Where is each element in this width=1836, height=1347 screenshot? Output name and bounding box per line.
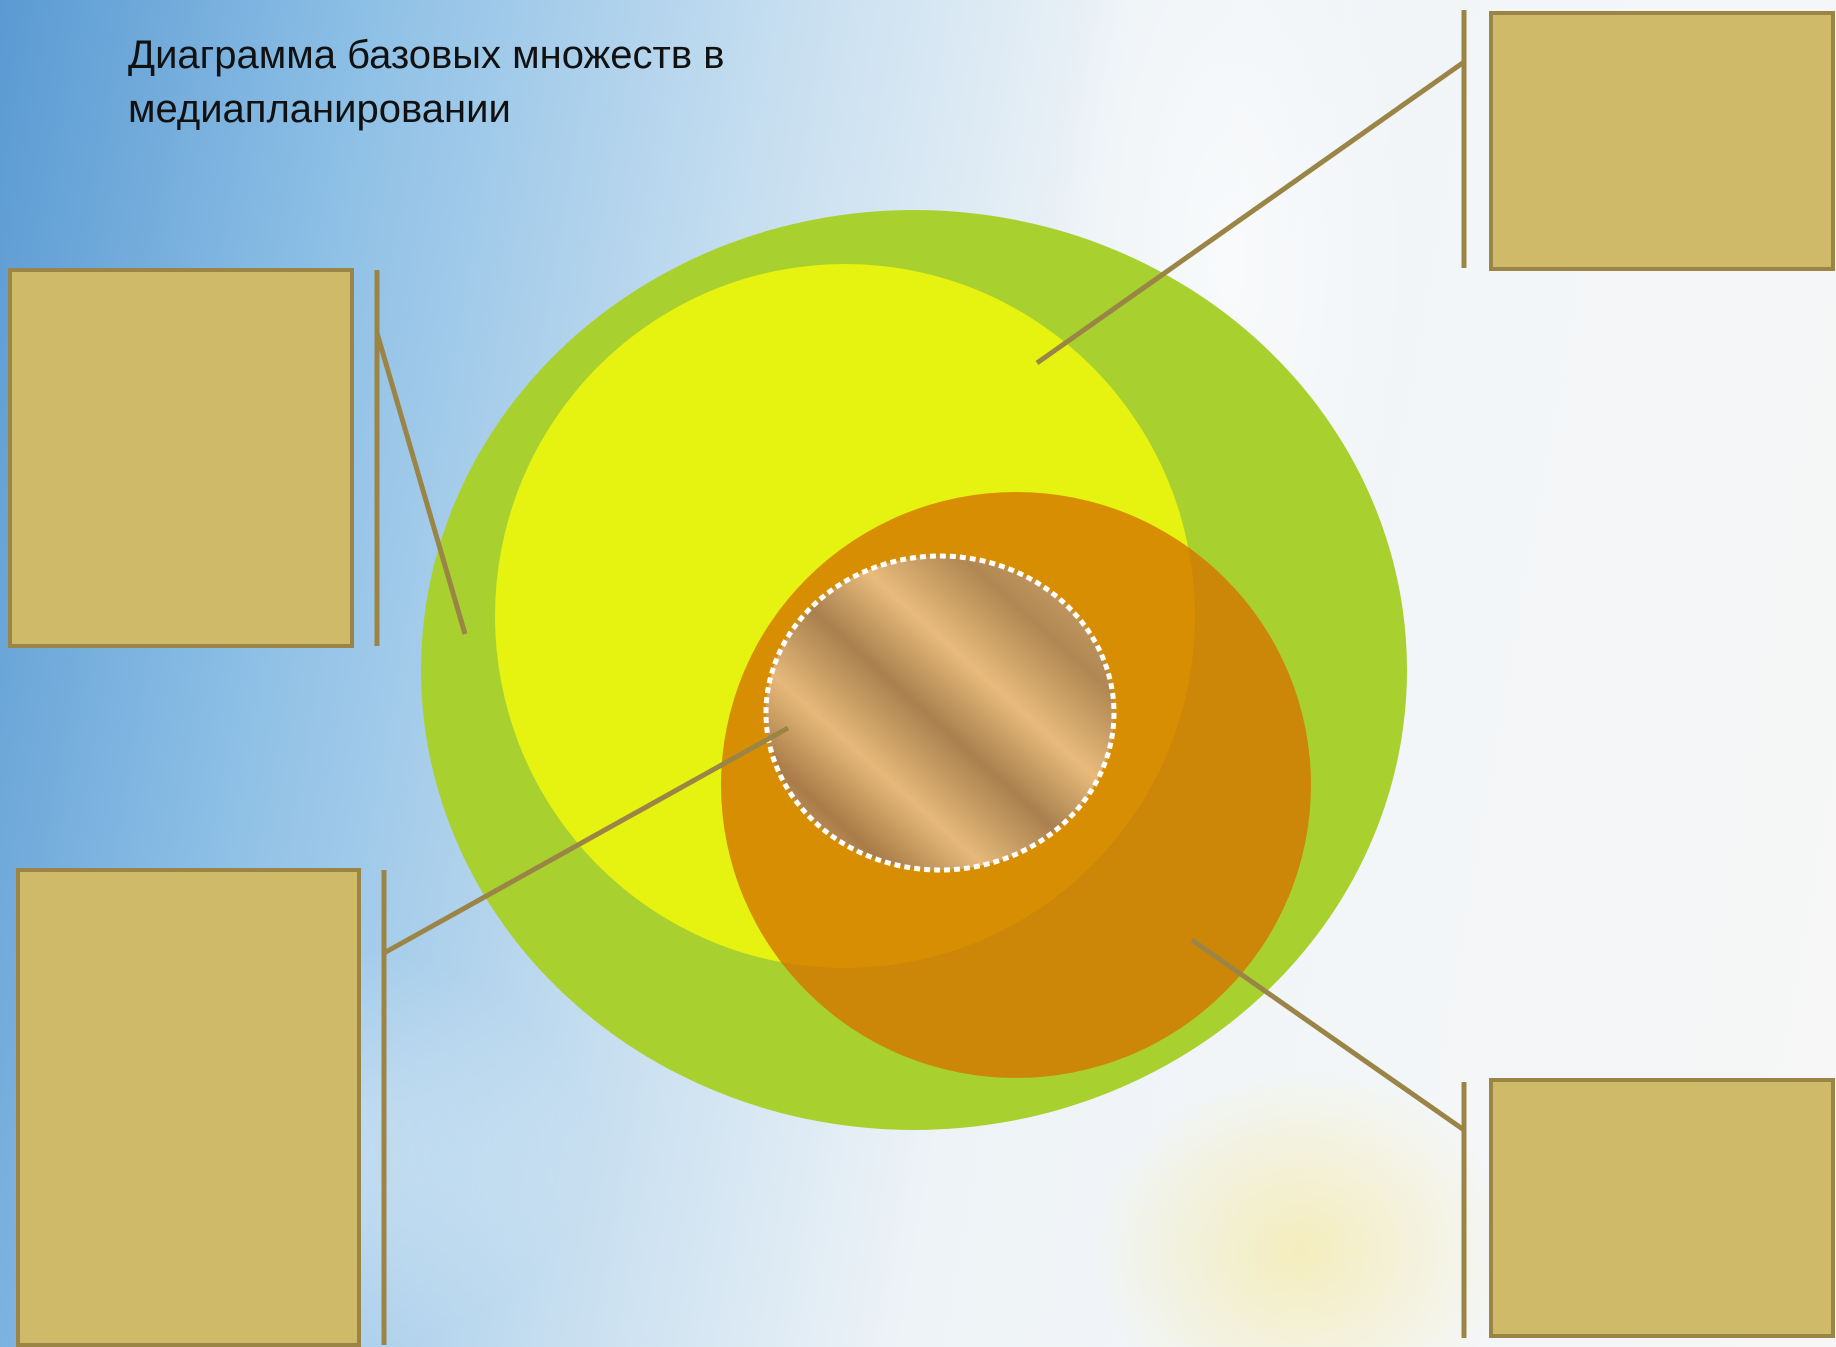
leader-line-top-right — [1035, 59, 1466, 366]
label-box-top-right — [1489, 11, 1835, 271]
label-box-bottom-right — [1489, 1078, 1835, 1338]
leader-line-left-bottom — [382, 725, 790, 956]
label-box-left-bottom — [16, 868, 361, 1347]
core-set-circle — [763, 553, 1117, 873]
leader-line-bottom-right — [1190, 937, 1466, 1133]
label-box-left-top — [8, 268, 354, 648]
page-title: Диаграмма базовых множеств в медиапланир… — [128, 33, 725, 131]
leader-line-left-top — [374, 332, 468, 635]
